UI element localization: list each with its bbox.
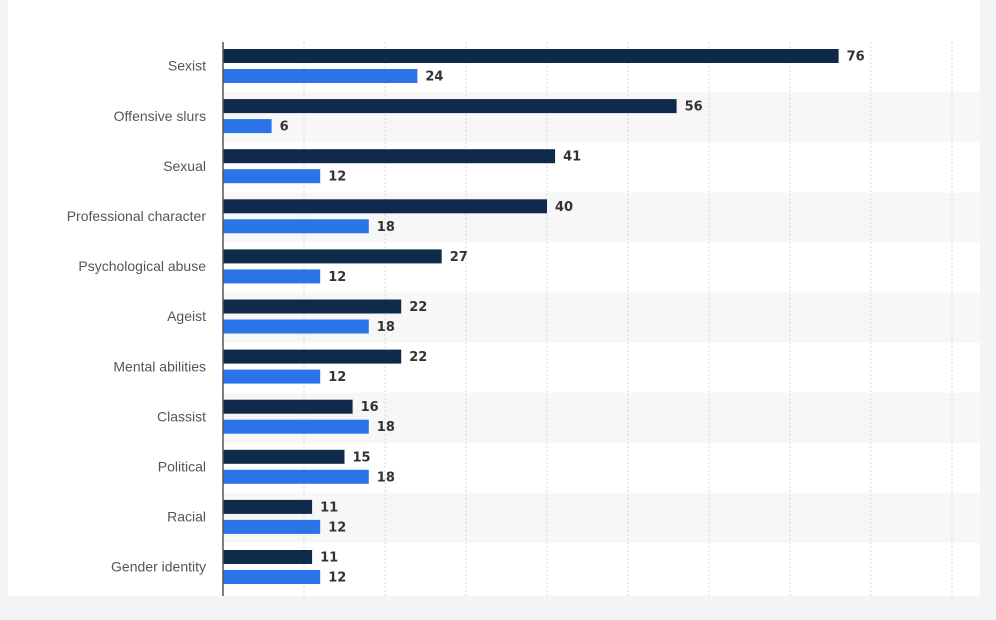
category-label: Gender identity [111, 559, 206, 575]
data-label: 27 [450, 250, 468, 265]
category-label: Racial [167, 509, 206, 525]
bar [223, 269, 321, 284]
data-label: 12 [328, 170, 346, 185]
category-label: Ageist [167, 308, 206, 324]
bar [223, 169, 321, 184]
bar [223, 499, 313, 514]
category-label: Psychological abuse [78, 258, 206, 274]
category-label: Sexist [168, 58, 206, 74]
bar [223, 149, 556, 164]
bar [223, 449, 345, 464]
bar [223, 349, 402, 364]
data-label: 6 [280, 120, 289, 135]
data-label: 18 [377, 320, 395, 335]
bar [223, 49, 839, 63]
data-label: 12 [328, 370, 346, 385]
data-label: 12 [328, 520, 346, 535]
data-label: 11 [320, 500, 338, 515]
bar [223, 99, 677, 114]
bar [223, 199, 547, 214]
data-label: 40 [555, 200, 573, 215]
row-band [223, 492, 980, 543]
data-label: 18 [377, 470, 395, 485]
data-label: 22 [409, 300, 427, 315]
data-label: 16 [361, 400, 379, 415]
data-label: 24 [425, 70, 443, 85]
bar-chart: Sexist Offensive slurs Sexual Professional … [67, 42, 980, 596]
data-label: 18 [377, 220, 395, 235]
bar [223, 319, 369, 334]
chart-card: Sexist Offensive slurs Sexual Professional … [8, 0, 980, 596]
bar [223, 419, 369, 434]
category-label: Sexual [163, 158, 206, 174]
bar [223, 519, 321, 534]
bar [223, 570, 321, 584]
data-label: 22 [409, 350, 427, 365]
bar [223, 299, 402, 314]
data-label: 12 [328, 270, 346, 285]
bars [223, 49, 839, 584]
data-label: 15 [353, 450, 371, 465]
category-label: Classist [157, 408, 206, 424]
category-label: Offensive slurs [114, 108, 206, 124]
data-label: 18 [377, 420, 395, 435]
value-labels: 76 24 56 6 41 12 40 18 27 12 22 18 22 12 16 18 15 18 11 12 1… [280, 50, 865, 586]
bar [223, 399, 353, 414]
category-label: Mental abilities [113, 358, 206, 374]
data-label: 12 [328, 571, 346, 586]
category-labels: Sexist Offensive slurs Sexual Professional … [67, 58, 207, 575]
bar [223, 469, 369, 484]
bar [223, 369, 321, 384]
bar [223, 249, 442, 264]
bar [223, 69, 418, 83]
bar [223, 119, 272, 134]
row-bands [223, 92, 980, 543]
data-label: 11 [320, 551, 338, 566]
data-label: 56 [685, 100, 703, 115]
data-label: 76 [847, 50, 865, 65]
category-label: Professional character [67, 208, 207, 224]
category-label: Political [158, 459, 206, 475]
bar [223, 219, 369, 234]
data-label: 41 [563, 150, 581, 165]
bar [223, 550, 313, 564]
